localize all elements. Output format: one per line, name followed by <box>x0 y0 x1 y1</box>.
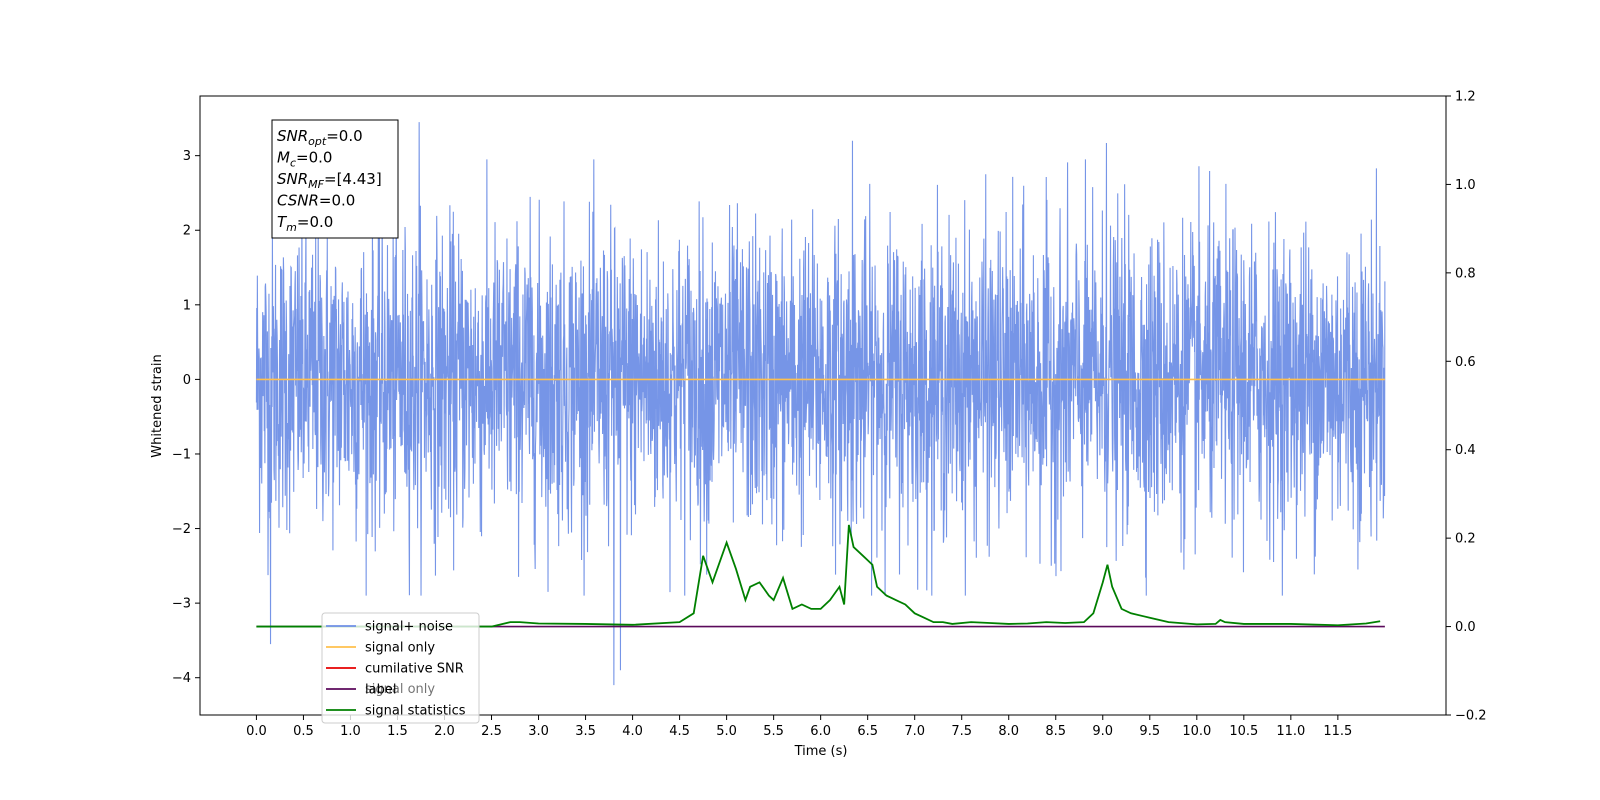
stats-box-frame <box>271 119 399 239</box>
y-tick-label: −4 <box>172 671 191 686</box>
x-tick-label: 7.0 <box>904 724 925 739</box>
y-tick-label: −2 <box>172 522 191 537</box>
legend-label: cumilative SNR <box>365 662 464 677</box>
x-tick-label: 6.0 <box>810 724 831 739</box>
x-axis: 0.0 0.5 1.0 1.5 2.0 2.5 3.0 3.5 4.0 4.5 5.0 5.5 6.0 6… <box>246 715 1352 739</box>
legend-label: signal only <box>365 641 435 656</box>
stats-entry: CSNR=0.0 <box>277 192 355 210</box>
x-tick-label: 8.5 <box>1045 724 1066 739</box>
y-right-tick-label: 1.0 <box>1455 178 1476 193</box>
stats-entry: Mc=0.0 <box>277 149 332 170</box>
y-axis-label: Whitened strain <box>150 354 165 457</box>
y-tick-label: 2 <box>183 224 191 239</box>
y-tick-label: 3 <box>183 149 191 164</box>
x-tick-label: 3.0 <box>528 724 549 739</box>
x-tick-label: 8.0 <box>998 724 1019 739</box>
stats-entry: Tm=0.0 <box>277 213 333 234</box>
legend-ghost-label: signal only <box>365 682 435 697</box>
legend-label: signal statistics <box>365 704 466 719</box>
x-tick-label: 10.5 <box>1229 724 1258 739</box>
y-axis-right: 1.2 1.0 0.8 0.6 0.4 0.2 0.0 −0.2 <box>1446 90 1487 724</box>
x-tick-label: 6.5 <box>857 724 878 739</box>
x-axis-label: Time (s) <box>794 744 848 759</box>
signal-statistics-line <box>256 524 1381 628</box>
y-right-tick-label: 0.8 <box>1455 266 1476 281</box>
signal-noise-line <box>255 122 1386 686</box>
x-tick-label: 1.0 <box>340 724 361 739</box>
x-tick-label: 9.5 <box>1139 724 1160 739</box>
stats-entry: SNRopt=0.0 <box>277 127 363 148</box>
x-tick-label: 4.5 <box>669 724 690 739</box>
x-tick-label: 0.0 <box>246 724 267 739</box>
legend: signal+ noise signal only cumilative SNR la… <box>321 612 480 724</box>
x-tick-label: 2.0 <box>434 724 455 739</box>
x-tick-label: 9.0 <box>1092 724 1113 739</box>
x-tick-label: 0.5 <box>293 724 314 739</box>
legend-label: signal+ noise <box>365 620 453 635</box>
x-tick-label: 5.0 <box>716 724 737 739</box>
y-right-tick-label: 0.4 <box>1455 443 1476 458</box>
y-axis-left: 3 2 1 0 −1 −2 −3 −4 <box>172 149 200 686</box>
y-right-tick-label: 1.2 <box>1455 90 1476 105</box>
x-tick-label: 1.5 <box>387 724 408 739</box>
x-tick-label: 10.0 <box>1182 724 1211 739</box>
x-tick-label: 5.5 <box>763 724 784 739</box>
x-tick-label: 3.5 <box>575 724 596 739</box>
y-right-tick-label: −0.2 <box>1455 709 1487 724</box>
y-right-tick-label: 0.0 <box>1455 620 1476 635</box>
y-tick-label: −1 <box>172 447 191 462</box>
legend-frame <box>321 612 480 724</box>
x-tick-label: 4.0 <box>622 724 643 739</box>
plot-frame <box>199 95 1447 716</box>
legend-label: label <box>365 683 396 698</box>
x-tick-label: 11.5 <box>1323 724 1352 739</box>
x-tick-label: 7.5 <box>951 724 972 739</box>
stats-entry: SNRMF=[4.43] <box>277 170 382 191</box>
y-right-tick-label: 0.2 <box>1455 532 1476 547</box>
y-tick-label: 1 <box>183 298 191 313</box>
x-tick-label: 2.5 <box>481 724 502 739</box>
y-tick-label: 0 <box>183 373 191 388</box>
signal-noise-series <box>255 122 1386 686</box>
y-right-tick-label: 0.6 <box>1455 355 1476 370</box>
y-tick-label: −3 <box>172 597 191 612</box>
x-tick-label: 11.0 <box>1276 724 1305 739</box>
